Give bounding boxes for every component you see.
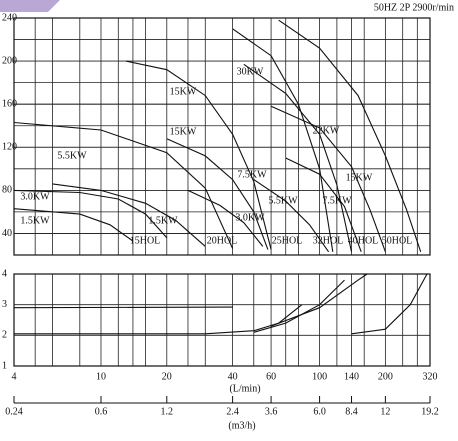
curve [13,208,134,242]
y-tick-label: 240 [2,12,17,23]
curve-label: 20HOL [207,235,238,246]
curve [14,304,303,335]
curve [285,157,362,252]
y-tick-label: 40 [2,228,12,239]
x-tick-label: 200 [378,371,393,382]
curve-label: 3.0KW [20,191,50,202]
x-tick-label: 40 [228,371,238,382]
y-tick-label: 2 [2,330,7,341]
curve-label: 32HOL [313,235,344,246]
y-tick-label: 1 [2,360,7,371]
curve-label: 5.5KW [57,150,87,161]
curve [253,179,330,253]
plot-frame [13,273,431,367]
curve-label: 25HOL [272,235,303,246]
plot-frame [13,17,431,256]
x2-tick-label: 0.24 [5,406,23,417]
y-tick-label: 200 [2,55,17,66]
curve [125,60,272,250]
curve-label: 40HOL [348,235,379,246]
x-tick-label: 4 [12,371,17,382]
curve [243,63,353,252]
x2-tick-label: 1.2 [161,406,174,417]
curve [270,273,368,327]
y-tick-label: 120 [2,142,17,153]
curve [13,121,234,249]
curve-label: 1.5KW [148,215,178,226]
header: 50HZ 2P 2900r/min [374,2,454,13]
curve [232,28,334,252]
curve [13,306,233,309]
y-tick-label: 4 [2,268,7,279]
x-tick-label: 140 [344,371,359,382]
curve-label: 15KW [170,126,197,137]
curve-label: 22KW [313,125,340,136]
curve-label: 30KW [237,66,264,77]
x-tick-label: 100 [312,371,327,382]
y-tick-label: 80 [2,185,12,196]
curve-label: 50HOL [382,235,413,246]
curve [278,19,422,252]
curve-label: 1.5KW [20,215,50,226]
curve-label: 7.5KW [322,195,352,206]
x-tick-label: 20 [162,371,172,382]
x2-tick-label: 12 [380,406,390,417]
curve [187,189,264,247]
x2-tick-label: 2.4 [226,406,239,417]
curve [166,138,269,250]
x-tick-label: 320 [423,371,438,382]
y-tick-label: 3 [2,299,7,310]
x2-tick-label: 8.4 [345,406,358,417]
curve [13,189,168,239]
curve-label: 15KW [170,86,197,97]
curve-label: 3.0KW [235,212,265,223]
logo-fragment [0,0,60,12]
curve-label: 15HOL [130,235,161,246]
x2-axis-label: (m3/h) [228,420,255,431]
x-tick-label: 60 [266,371,276,382]
curve [351,273,428,335]
y-tick-label: 160 [2,98,17,109]
curve [52,183,206,247]
x2-tick-label: 19.2 [421,406,439,417]
x2-tick-label: 0.6 [95,406,108,417]
curve-label: 7.5KW [237,169,267,180]
curve-label: 15KW [346,172,373,183]
curve-label: 5.5KW [268,195,298,206]
x-axis-label: (L/min) [229,383,260,394]
x2-tick-label: 3.6 [265,406,278,417]
x2-tick-label: 6.0 [313,406,326,417]
curve [270,105,386,252]
x-tick-label: 10 [96,371,106,382]
